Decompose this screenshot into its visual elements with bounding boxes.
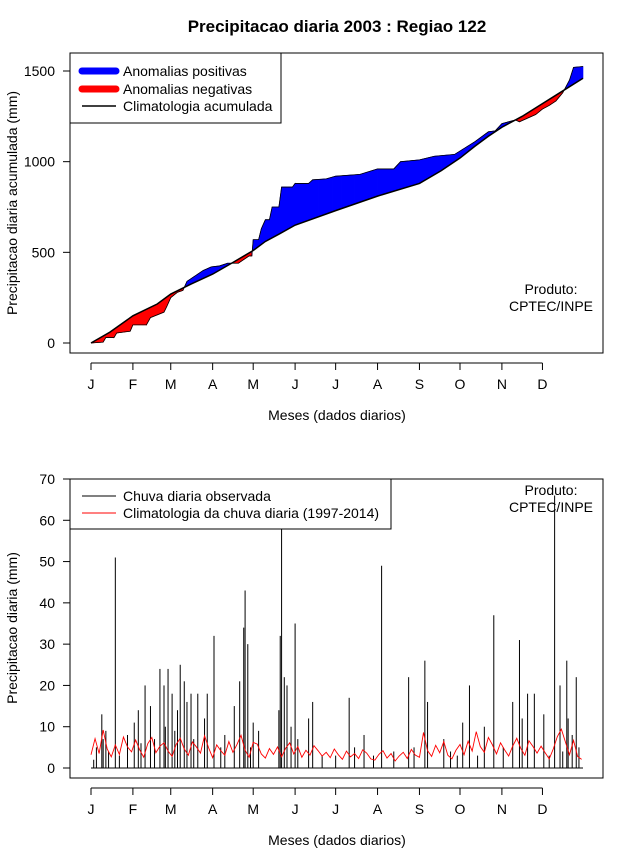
bottom-x-tick-label: D (537, 801, 547, 817)
top-y-axis-label: Precipitacao diaria acumulada (mm) (4, 91, 20, 315)
bottom-y-tick-label: 0 (47, 760, 55, 776)
bottom-product-label: Produto: (525, 482, 578, 498)
bottom-legend-box (69, 478, 392, 530)
chart-title: Precipitacao diaria 2003 : Regiao 122 (188, 17, 487, 36)
top-x-tick-label: O (455, 376, 466, 392)
bottom-product-source: CPTEC/INPE (509, 499, 593, 515)
bottom-x-tick-label: F (129, 801, 138, 817)
legend-label-climatology: Climatologia acumulada (123, 98, 273, 114)
top-x-tick-label: F (129, 376, 138, 392)
top-x-tick-label: N (497, 376, 507, 392)
legend-label-climatology-daily: Climatologia da chuva diaria (1997-2014) (123, 505, 379, 521)
climatology-cumulative-line (90, 77, 584, 344)
legend-label-positive: Anomalias positivas (123, 63, 247, 79)
bottom-y-axis: 0 10 20 30 40 50 60 70 (39, 471, 70, 776)
bottom-x-tick-label: O (455, 801, 466, 817)
top-y-axis: 0 500 1000 1500 (24, 63, 70, 351)
cumulative-chart: Precipitacao diaria 2003 : Regiao 122 0 5… (4, 17, 604, 423)
bottom-x-axis-label: Meses (dados diarios) (268, 832, 406, 848)
top-product-source: CPTEC/INPE (509, 298, 593, 314)
top-y-tick-label: 1000 (24, 154, 55, 170)
bottom-x-tick-label: M (247, 801, 259, 817)
bottom-legend: Chuva diaria observada Climatologia da c… (69, 478, 392, 530)
bottom-x-tick-label: M (165, 801, 177, 817)
bottom-y-tick-label: 70 (39, 471, 55, 487)
top-x-tick-label: J (292, 376, 299, 392)
bottom-x-tick-label: J (292, 801, 299, 817)
top-x-tick-label: A (208, 376, 218, 392)
top-x-tick-label: D (537, 376, 547, 392)
top-y-tick-label: 0 (47, 335, 55, 351)
legend-label-negative: Anomalias negativas (123, 81, 252, 97)
positive-anomaly-segment (581, 66, 584, 80)
bottom-x-tick-label: A (208, 801, 218, 817)
bottom-y-tick-label: 10 (39, 719, 55, 735)
top-y-tick-label: 1500 (24, 63, 55, 79)
bottom-x-tick-label: J (88, 801, 95, 817)
top-x-tick-label: A (373, 376, 383, 392)
bottom-y-tick-label: 30 (39, 636, 55, 652)
top-x-tick-label: M (247, 376, 259, 392)
bottom-y-tick-label: 40 (39, 595, 55, 611)
bottom-y-tick-label: 20 (39, 677, 55, 693)
observed-cumulative-line (90, 66, 584, 344)
top-legend: Anomalias positivas Anomalias negativas … (69, 52, 282, 124)
bottom-y-tick-label: 50 (39, 554, 55, 570)
observed-rain-bars (91, 487, 583, 769)
top-product-label: Produto: (525, 281, 578, 297)
top-x-tick-label: M (165, 376, 177, 392)
daily-chart: 0 10 20 30 40 50 60 70 J F M A M J J A S O N D Precipitaca… (4, 471, 604, 848)
bottom-x-tick-label: A (373, 801, 383, 817)
bottom-y-axis-label: Precipitacao diaria (mm) (4, 552, 20, 704)
top-x-axis-label: Meses (dados diarios) (268, 407, 406, 423)
bottom-x-tick-label: S (415, 801, 424, 817)
bottom-y-tick-label: 60 (39, 512, 55, 528)
top-x-tick-label: S (415, 376, 424, 392)
top-y-tick-label: 500 (32, 244, 56, 260)
bottom-x-tick-label: N (497, 801, 507, 817)
climatology-daily-line (90, 728, 582, 762)
bottom-x-tick-label: J (332, 801, 339, 817)
top-x-tick-label: J (332, 376, 339, 392)
top-plot-frame (69, 52, 604, 354)
top-x-tick-label: J (88, 376, 95, 392)
legend-label-observed: Chuva diaria observada (123, 488, 271, 504)
